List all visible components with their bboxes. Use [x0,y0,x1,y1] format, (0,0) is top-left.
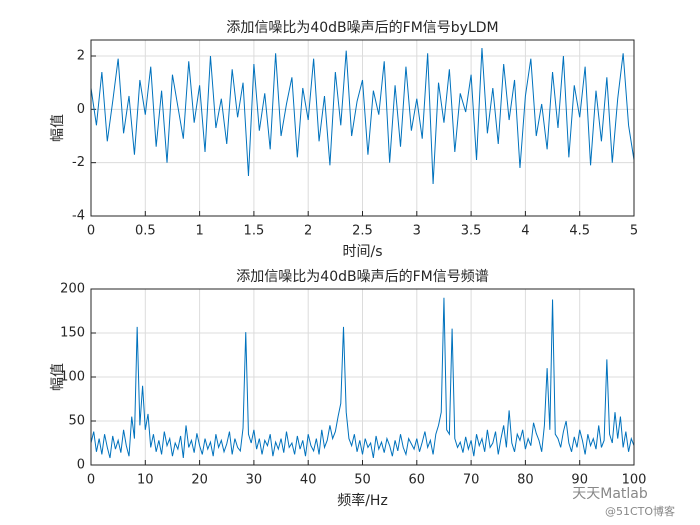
x-tick-label: 0 [87,473,95,488]
y-tick-label: -2 [72,155,85,170]
watermark: @51CTO博客 [605,504,675,518]
x-tick-label: 30 [246,473,263,488]
x-tick-label: 2.5 [352,224,373,239]
x-tick-label: 100 [622,473,647,488]
x-tick-label: 20 [191,473,208,488]
x-tick-label: 1.5 [244,224,265,239]
axes-box [90,39,635,217]
y-tick-label: 50 [68,414,85,429]
y-tick-label: 0 [77,458,85,473]
x-axis-label: 时间/s [342,244,382,260]
chart-title: 添加信噪比为40dB噪声后的FM信号byLDM [226,20,498,36]
x-tick-label: 90 [571,473,588,488]
x-tick-label: 0 [87,224,95,239]
y-axis-label: 幅值 [50,114,66,142]
x-tick-label: 1 [195,224,203,239]
x-tick-label: 10 [137,473,154,488]
y-tick-label: 2 [77,49,85,64]
y-tick-label: 200 [60,282,85,297]
y-axis-label: 幅值 [50,363,66,391]
x-tick-label: 50 [354,473,371,488]
y-tick-label: -4 [72,209,85,224]
axes-box [90,288,635,466]
x-tick-label: 4 [521,224,529,239]
signal-line [90,297,635,459]
x-tick-label: 70 [463,473,480,488]
x-axis-label: 频率/Hz [337,492,388,509]
signal-line [90,47,635,185]
y-tick-label: 100 [60,370,85,385]
x-tick-label: 0.5 [135,224,156,239]
x-tick-label: 40 [300,473,317,488]
watermark: 天天Matlab [572,486,648,502]
y-tick-label: 0 [77,102,85,117]
x-tick-label: 2 [304,224,312,239]
chart-title: 添加信噪比为40dB噪声后的FM信号频谱 [236,269,488,285]
x-tick-label: 4.5 [569,224,590,239]
x-tick-label: 80 [517,473,534,488]
x-tick-label: 60 [409,473,426,488]
x-tick-label: 3 [413,224,421,239]
x-tick-label: 5 [630,224,638,239]
x-tick-label: 3.5 [461,224,482,239]
y-tick-label: 150 [60,326,85,341]
